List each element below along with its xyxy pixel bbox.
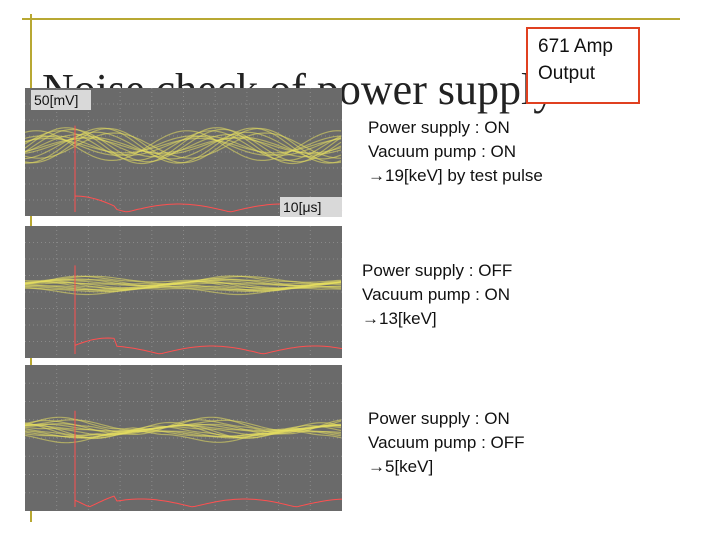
callout-line: 671 Amp [538, 36, 613, 57]
label-bg [280, 197, 342, 217]
panel-line: Power supply : OFF [362, 261, 512, 280]
horizontal-scale-label: 10[μs] [283, 199, 321, 215]
scope-trace [24, 127, 342, 165]
noise-trace [74, 337, 343, 355]
scope-image [24, 365, 343, 511]
scope-trace [25, 287, 342, 296]
panel-line: Power supply : ON [368, 118, 510, 137]
vertical-scale-label: 50[mV] [34, 92, 78, 108]
panel-line: →13[keV] [362, 309, 437, 328]
panel-line: Vacuum pump : OFF [368, 433, 525, 452]
scope-trace [24, 429, 342, 444]
panel-line: →5[keV] [368, 457, 433, 476]
scope-trace [24, 280, 342, 290]
scope-trace [24, 131, 342, 160]
panel-texts: Power supply : ON Vacuum pump : ON →19[keV… [362, 118, 543, 476]
panel-line: Vacuum pump : ON [368, 142, 516, 161]
scope-trace [24, 130, 342, 161]
panel-line: →19[keV] by test pulse [368, 166, 543, 185]
noise-trace [74, 495, 343, 508]
panel-line: Power supply : ON [368, 409, 510, 428]
callout-line: Output [538, 63, 596, 84]
panel-line: Vacuum pump : ON [362, 285, 510, 304]
callout-box [526, 27, 640, 104]
label-bg [31, 90, 91, 110]
scope-images [24, 88, 343, 511]
scope-image [24, 226, 343, 358]
scope-trace [24, 430, 342, 438]
